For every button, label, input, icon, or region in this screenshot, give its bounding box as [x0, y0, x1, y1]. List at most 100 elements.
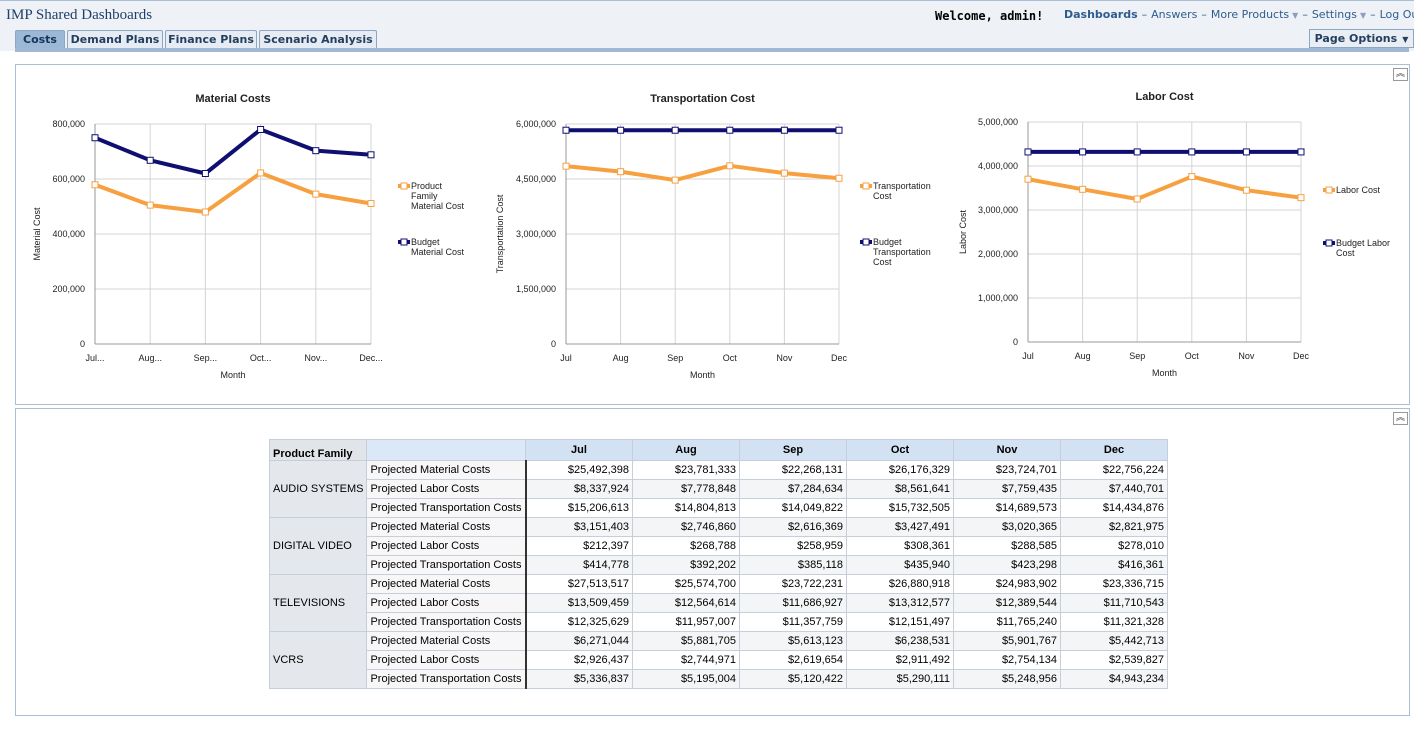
x-tick-label: Sep: [667, 353, 683, 363]
data-point: [1297, 148, 1305, 156]
value-cell: $13,312,577: [846, 593, 954, 613]
value-cell: $4,943,234: [1060, 669, 1168, 689]
data-point: [1188, 148, 1196, 156]
series-line: [565, 163, 840, 183]
value-cell: $2,911,492: [846, 650, 954, 670]
data-point: [367, 151, 375, 159]
table-row: AUDIO SYSTEMS Projected Material Costs $25…: [268, 460, 1168, 518]
data-point: [312, 147, 320, 155]
header-bar: IMP Shared Dashboards Welcome, admin! Da…: [0, 0, 1414, 51]
value-cell: $385,118: [739, 555, 847, 575]
value-cell: $13,509,459: [524, 593, 633, 613]
x-tick-label: Sep...: [194, 353, 218, 363]
x-axis-title: Month: [1152, 368, 1177, 378]
y-tick-label: 800,000: [52, 119, 85, 129]
value-cell: $2,821,975: [1060, 517, 1168, 537]
value-cell: $268,788: [632, 536, 740, 556]
value-cell: $5,442,713: [1060, 631, 1168, 651]
page-options-button[interactable]: Page Options ▼: [1309, 29, 1414, 48]
y-tick-label: 6,000,000: [516, 119, 556, 129]
value-cell: $25,574,700: [632, 574, 740, 594]
data-point: [726, 126, 734, 134]
data-point: [835, 126, 843, 134]
logout-link[interactable]: Log Out: [1379, 8, 1414, 21]
value-cell: $258,959: [739, 536, 847, 556]
value-cell: $212,397: [524, 536, 633, 556]
more-products-menu[interactable]: More Products ▼: [1211, 8, 1298, 21]
metric-cell: Projected Transportation Costs: [366, 555, 526, 575]
value-cell: $435,940: [846, 555, 954, 575]
metric-cell: Projected Transportation Costs: [366, 498, 526, 518]
metric-cell: Projected Labor Costs: [366, 479, 526, 499]
tab-bar-underline: [15, 48, 1409, 52]
nav-separator: –: [1201, 8, 1207, 21]
x-tick-label: Jul: [1022, 351, 1034, 361]
data-point: [1242, 148, 1250, 156]
x-tick-label: Sep: [1129, 351, 1145, 361]
value-cell: $2,539,827: [1060, 650, 1168, 670]
value-cell: $6,271,044: [524, 631, 633, 651]
collapse-section-icon[interactable]: ︽: [1393, 412, 1408, 425]
value-cell: $392,202: [632, 555, 740, 575]
data-point: [146, 201, 154, 209]
legend-label: Material Cost: [411, 247, 465, 257]
tab-scenario-analysis[interactable]: Scenario Analysis: [259, 30, 377, 49]
value-cell: $24,983,902: [953, 574, 1061, 594]
legend-label: Budget: [873, 237, 902, 247]
value-cell: $14,689,573: [953, 498, 1061, 518]
table-row: VCRS Projected Material Costs $6,271,044 $5…: [268, 631, 1168, 689]
table-row: Projected Labor Costs $2,926,437 $2,744,97…: [270, 650, 1168, 670]
data-point: [1079, 148, 1087, 156]
data-point: [1297, 194, 1305, 202]
value-cell: $5,901,767: [953, 631, 1061, 651]
metric-cell: Projected Material Costs: [366, 631, 526, 651]
value-cell: $3,151,403: [524, 517, 633, 537]
table-row: DIGITAL VIDEO Projected Material Costs $3,…: [268, 517, 1168, 575]
chart-title: Transportation Cost: [650, 93, 755, 105]
legend-marker: [862, 238, 870, 246]
legend-label: Cost: [873, 191, 892, 201]
value-cell: $12,389,544: [953, 593, 1061, 613]
x-tick-label: Aug...: [138, 353, 162, 363]
y-tick-label: 200,000: [52, 284, 85, 294]
dashboards-link[interactable]: Dashboards: [1064, 8, 1138, 21]
data-point: [367, 199, 375, 207]
series-line: [94, 127, 372, 176]
product-family-cell: AUDIO SYSTEMS: [268, 460, 368, 518]
chevron-down-icon: ▼: [1292, 11, 1299, 20]
answers-link[interactable]: Answers: [1151, 8, 1198, 21]
tab-demand-plans[interactable]: Demand Plans: [67, 30, 163, 49]
nav-separator: –: [1302, 8, 1308, 21]
y-tick-label: 2,000,000: [978, 249, 1018, 259]
global-nav: Dashboards – Answers – More Products ▼ – Settin…: [1064, 8, 1414, 21]
settings-label: Settings: [1311, 8, 1357, 21]
data-point: [1024, 175, 1032, 183]
collapse-section-icon[interactable]: ︽: [1393, 68, 1408, 81]
value-cell: $27,513,517: [524, 574, 633, 594]
nav-separator: –: [1370, 8, 1376, 21]
y-tick-label: 0: [1013, 337, 1018, 347]
tab-costs[interactable]: Costs: [15, 30, 65, 49]
table-row: Projected Labor Costs $13,509,459 $12,564,…: [270, 593, 1168, 613]
data-point: [146, 156, 154, 164]
tab-finance-plans[interactable]: Finance Plans: [165, 30, 257, 49]
settings-menu[interactable]: Settings ▼: [1312, 8, 1366, 21]
metric-cell: Projected Transportation Costs: [366, 669, 526, 689]
y-tick-label: 1,000,000: [978, 293, 1018, 303]
y-tick-label: 4,000,000: [978, 161, 1018, 171]
page-options-label: Page Options: [1314, 32, 1398, 45]
data-point: [1133, 195, 1141, 203]
value-cell: $5,248,956: [953, 669, 1061, 689]
value-cell: $22,756,224: [1060, 460, 1168, 480]
value-cell: $7,440,701: [1060, 479, 1168, 499]
data-point: [257, 169, 265, 177]
x-tick-label: Dec...: [359, 353, 383, 363]
legend-marker: [862, 182, 870, 190]
value-cell: $414,778: [524, 555, 633, 575]
value-cell: $14,434,876: [1060, 498, 1168, 518]
value-cell: $5,120,422: [739, 669, 847, 689]
data-point: [835, 174, 843, 182]
product-family-header: Product Family: [268, 439, 368, 461]
value-cell: $288,585: [953, 536, 1061, 556]
